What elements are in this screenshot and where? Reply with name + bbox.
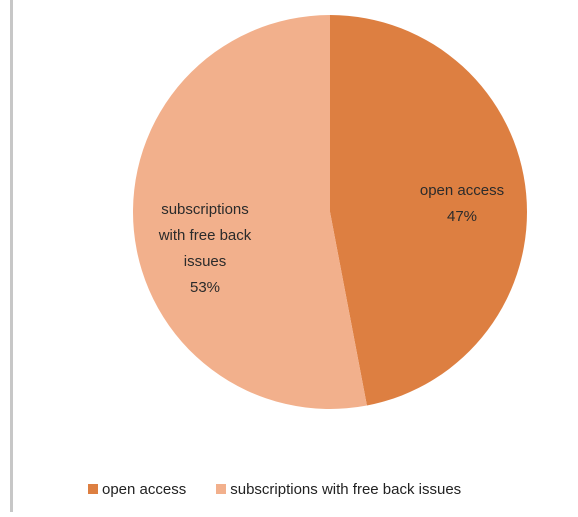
legend-swatch-open-access (88, 484, 98, 494)
slice-label-open-access-percent: 47% (446, 208, 478, 225)
legend-swatch-subscriptions (216, 484, 227, 494)
left-border-line (10, 0, 13, 512)
slice-label-subscriptions-line1: subscriptions (161, 201, 249, 218)
legend-label-subscriptions: subscriptions with free back issues (230, 480, 462, 498)
legend-label-open-access: open access (102, 480, 187, 498)
slice-label-subscriptions-line2: with free back (158, 227, 252, 244)
legend-item-open-access: open access (88, 481, 186, 498)
slice-label-subscriptions-percent: 53% (189, 279, 221, 296)
slice-label-subscriptions-line3: issues (183, 253, 227, 270)
slice-label-open-access: open access 47% (394, 178, 530, 230)
legend-item-subscriptions: subscriptions with free back issues (216, 481, 461, 498)
pie-slice-subscriptions (132, 15, 367, 410)
slice-label-open-access-name: open access (419, 182, 505, 199)
slice-label-subscriptions: subscriptions with free back issues 53% (130, 197, 280, 301)
chart-legend: open access subscriptions with free back… (88, 477, 461, 501)
pie-slice-open-access (330, 15, 527, 406)
